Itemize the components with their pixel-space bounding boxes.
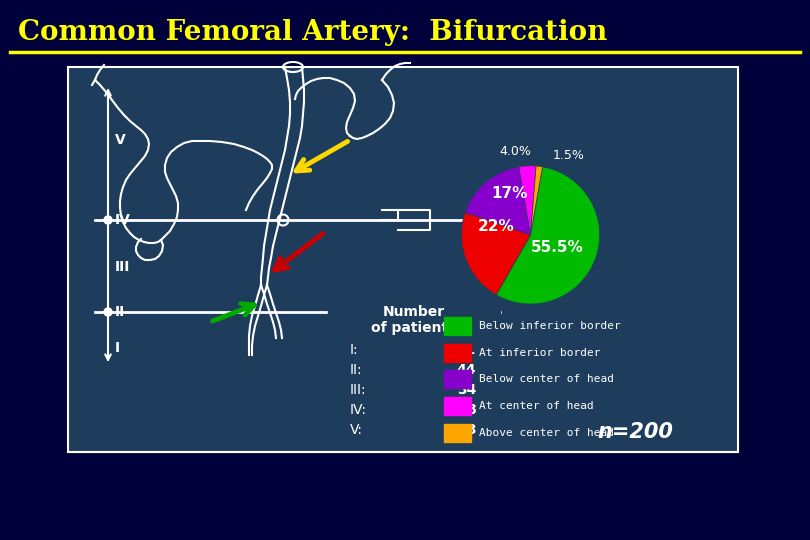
Text: I:: I: <box>350 343 359 357</box>
Text: V:: V: <box>350 423 363 437</box>
Text: Below center of head: Below center of head <box>479 374 614 384</box>
Text: of patients: of patients <box>371 321 457 335</box>
Text: III:: III: <box>350 383 367 397</box>
Text: Common Femoral Artery:  Bifurcation: Common Femoral Artery: Bifurcation <box>18 18 608 45</box>
Text: Number: Number <box>383 305 445 319</box>
Text: 17%: 17% <box>492 186 528 201</box>
Text: III: III <box>115 260 130 274</box>
Text: 55.5%: 55.5% <box>531 240 583 255</box>
Wedge shape <box>465 167 531 235</box>
Text: IV: IV <box>115 213 131 227</box>
Wedge shape <box>518 166 536 235</box>
Bar <box>328 298 500 448</box>
Text: 22%: 22% <box>478 219 514 234</box>
Text: Below inferior border: Below inferior border <box>479 321 620 330</box>
Text: II:: II: <box>350 363 363 377</box>
Text: IV:: IV: <box>350 403 367 417</box>
Bar <box>68 67 738 452</box>
Wedge shape <box>497 167 599 304</box>
Text: At center of head: At center of head <box>479 401 594 411</box>
Text: 111: 111 <box>447 343 476 357</box>
Bar <box>444 317 471 335</box>
Text: 44: 44 <box>457 363 476 377</box>
Text: 34: 34 <box>457 383 476 397</box>
Wedge shape <box>462 212 531 295</box>
Text: I: I <box>115 341 120 355</box>
Text: 3: 3 <box>467 423 476 437</box>
Bar <box>444 424 471 442</box>
Circle shape <box>104 216 112 224</box>
Text: Above center of head: Above center of head <box>479 428 614 438</box>
Text: 8: 8 <box>467 403 476 417</box>
Bar <box>444 343 471 361</box>
Text: II: II <box>115 305 126 319</box>
Text: V: V <box>115 133 126 147</box>
Text: 1.5%: 1.5% <box>552 149 585 162</box>
Circle shape <box>104 308 112 316</box>
Bar <box>68 67 738 452</box>
Text: n=200: n=200 <box>597 422 673 442</box>
Text: 4.0%: 4.0% <box>500 145 531 158</box>
Wedge shape <box>531 166 543 235</box>
Text: At inferior border: At inferior border <box>479 348 600 357</box>
Bar <box>444 370 471 388</box>
Bar <box>444 397 471 415</box>
